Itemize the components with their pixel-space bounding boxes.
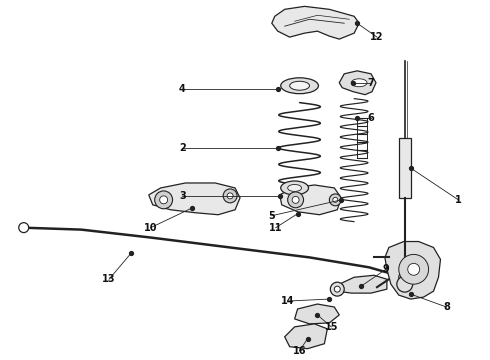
Ellipse shape xyxy=(351,79,367,87)
Text: 13: 13 xyxy=(102,274,116,284)
Polygon shape xyxy=(272,6,359,39)
Ellipse shape xyxy=(281,78,318,94)
Text: 14: 14 xyxy=(281,296,294,306)
Text: 3: 3 xyxy=(179,191,186,201)
Text: 4: 4 xyxy=(179,84,186,94)
Polygon shape xyxy=(385,242,441,299)
Circle shape xyxy=(330,282,344,296)
FancyBboxPatch shape xyxy=(399,138,411,198)
Polygon shape xyxy=(280,185,341,215)
Ellipse shape xyxy=(290,81,310,90)
Text: 8: 8 xyxy=(443,302,450,312)
Circle shape xyxy=(155,191,172,209)
Text: 10: 10 xyxy=(144,222,157,233)
Polygon shape xyxy=(339,71,376,95)
Polygon shape xyxy=(294,304,339,324)
Text: 6: 6 xyxy=(368,113,374,123)
Text: 15: 15 xyxy=(324,322,338,332)
Circle shape xyxy=(160,196,168,204)
Polygon shape xyxy=(149,183,240,215)
Circle shape xyxy=(333,197,338,202)
Circle shape xyxy=(334,286,340,292)
Circle shape xyxy=(329,194,341,206)
Ellipse shape xyxy=(281,181,309,195)
Circle shape xyxy=(19,223,29,233)
Circle shape xyxy=(397,276,413,292)
Text: 1: 1 xyxy=(455,195,462,205)
Circle shape xyxy=(223,189,237,203)
Text: 16: 16 xyxy=(293,346,306,356)
Polygon shape xyxy=(285,324,327,349)
Polygon shape xyxy=(337,275,387,293)
Text: 12: 12 xyxy=(370,32,384,42)
Ellipse shape xyxy=(288,184,301,192)
Circle shape xyxy=(399,255,429,284)
Circle shape xyxy=(227,193,233,199)
Circle shape xyxy=(399,272,409,282)
Text: 7: 7 xyxy=(368,78,374,88)
Text: 9: 9 xyxy=(383,264,389,274)
Text: 2: 2 xyxy=(179,143,186,153)
Circle shape xyxy=(288,192,303,208)
Text: 11: 11 xyxy=(269,222,283,233)
Circle shape xyxy=(408,264,419,275)
Circle shape xyxy=(292,196,299,203)
Text: 5: 5 xyxy=(269,211,275,221)
